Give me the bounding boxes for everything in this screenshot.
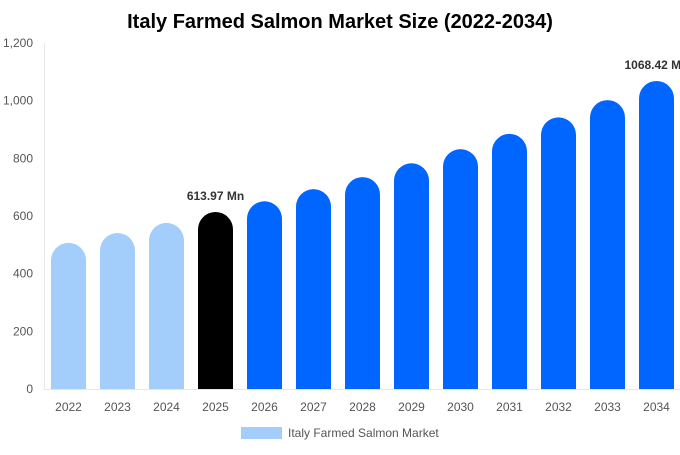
bar-2024[interactable] [149,222,184,389]
x-tick-label: 2024 [153,400,180,414]
bar-2034[interactable] [639,80,674,389]
legend[interactable]: Italy Farmed Salmon Market [241,426,439,440]
x-tick-label: 2030 [447,400,474,414]
y-tick-label: 1,000 [3,94,33,108]
x-tick-label: 2029 [398,400,425,414]
y-tick-label: 1,200 [3,36,33,50]
x-tick-label: 2023 [104,400,131,414]
x-tick-label: 2025 [202,400,229,414]
x-tick-label: 2032 [545,400,572,414]
data-label: 613.97 Mn [187,189,244,203]
x-tick-label: 2028 [349,400,376,414]
y-tick-label: 400 [13,267,33,281]
chart-title: Italy Farmed Salmon Market Size (2022-20… [127,11,553,33]
x-tick-label: 2027 [300,400,327,414]
x-tick-label: 2034 [643,400,670,414]
x-tick-label: 2026 [251,400,278,414]
bar-2026[interactable] [247,201,282,389]
bar-2028[interactable] [345,177,380,389]
legend-label: Italy Farmed Salmon Market [288,426,439,440]
data-label: 1068.42 Mn [624,58,680,72]
x-tick-label: 2022 [55,400,82,414]
legend-swatch [241,427,282,439]
bar-2031[interactable] [492,133,527,389]
bar-2030[interactable] [443,149,478,389]
x-tick-label: 2031 [496,400,523,414]
bar-2032[interactable] [541,117,576,389]
bar-2023[interactable] [100,233,135,389]
y-tick-label: 800 [13,151,33,165]
bar-2029[interactable] [394,163,429,389]
bar-2027[interactable] [296,189,331,389]
y-tick-label: 0 [26,382,33,396]
y-tick-label: 600 [13,209,33,223]
y-tick-label: 200 [13,324,33,338]
bar-2033[interactable] [590,100,625,389]
bar-2022[interactable] [51,242,86,389]
bar-2025[interactable] [198,211,233,389]
x-tick-label: 2033 [594,400,621,414]
